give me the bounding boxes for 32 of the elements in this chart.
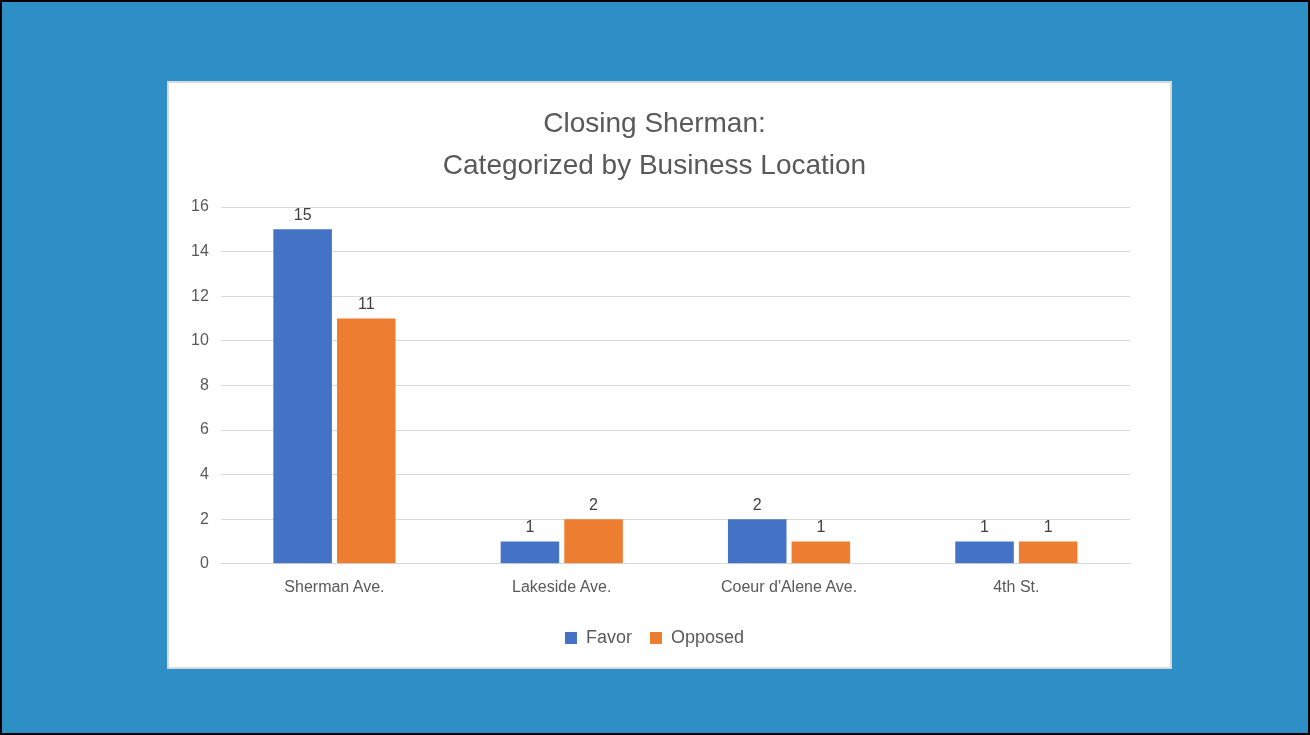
- data-label: 1: [1043, 517, 1053, 535]
- bar: [727, 519, 787, 564]
- y-tick-label: 14: [191, 242, 209, 260]
- legend-label: Opposed: [670, 626, 745, 647]
- bar: [955, 541, 1014, 564]
- legend-label: Favor: [585, 626, 632, 647]
- data-label: 11: [357, 294, 375, 312]
- data-label: 1: [525, 517, 535, 535]
- y-tick-label: 8: [199, 375, 209, 393]
- y-tick-label: 6: [199, 420, 209, 438]
- y-tick-label: 10: [191, 331, 209, 349]
- bar: [500, 541, 560, 564]
- data-label: 2: [752, 495, 762, 513]
- y-tick-label: 2: [199, 509, 209, 527]
- y-tick-label: 4: [199, 465, 209, 483]
- y-tick-label: 0: [199, 554, 209, 572]
- data-label: 2: [589, 495, 599, 513]
- x-tick-label: Lakeside Ave.: [512, 577, 612, 595]
- x-tick-label: 4th St.: [993, 577, 1040, 595]
- bar: [1018, 541, 1078, 564]
- bar: [791, 541, 851, 564]
- data-label: 1: [980, 517, 990, 535]
- bar: [273, 229, 332, 564]
- y-tick-label: 12: [191, 286, 209, 304]
- bar: [336, 318, 396, 564]
- x-tick-label: Sherman Ave.: [284, 577, 385, 595]
- chart-title: Closing Sherman: Categorized by Business Location: [442, 106, 867, 180]
- bar: [564, 519, 623, 564]
- y-tick-label: 16: [191, 197, 209, 215]
- data-label: 1: [816, 517, 826, 535]
- data-label: 15: [293, 205, 312, 223]
- x-tick-label: Coeur d'Alene Ave.: [720, 577, 858, 595]
